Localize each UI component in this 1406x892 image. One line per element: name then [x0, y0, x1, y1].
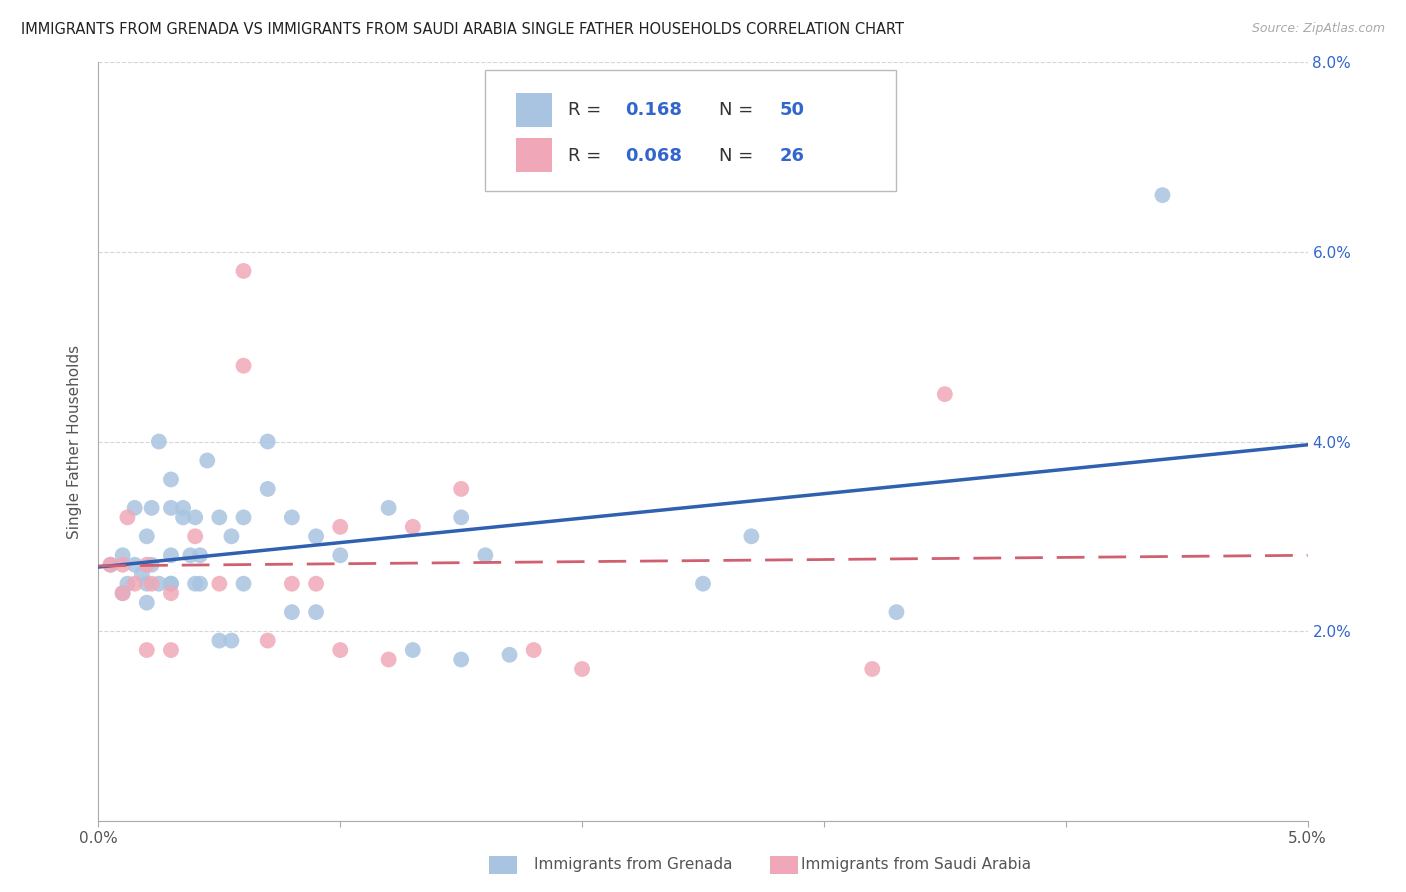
- Text: R =: R =: [568, 146, 606, 165]
- Point: [148, 576, 170, 591]
- Point: [221, 529, 243, 543]
- Point: [498, 648, 520, 662]
- Point: [141, 500, 163, 515]
- Point: [141, 576, 163, 591]
- Bar: [770, 856, 799, 874]
- Point: [135, 643, 157, 657]
- Point: [692, 576, 714, 591]
- Point: [329, 548, 352, 563]
- Point: [111, 558, 134, 572]
- Point: [111, 586, 134, 600]
- Text: N =: N =: [718, 101, 759, 120]
- Point: [1152, 188, 1174, 202]
- Point: [377, 652, 399, 666]
- Point: [111, 548, 134, 563]
- Point: [117, 576, 139, 591]
- Point: [305, 576, 328, 591]
- Point: [184, 510, 207, 524]
- Bar: [516, 138, 551, 172]
- Point: [135, 596, 157, 610]
- Point: [402, 643, 425, 657]
- Point: [329, 643, 352, 657]
- Point: [172, 500, 194, 515]
- Point: [124, 576, 146, 591]
- Point: [141, 558, 163, 572]
- Point: [160, 548, 183, 563]
- Y-axis label: Single Father Households: Single Father Households: [67, 344, 83, 539]
- Text: Immigrants from Grenada: Immigrants from Grenada: [534, 857, 733, 872]
- Text: 0.068: 0.068: [626, 146, 683, 165]
- Point: [135, 558, 157, 572]
- Text: 50: 50: [779, 101, 804, 120]
- Point: [160, 586, 183, 600]
- Point: [450, 482, 472, 496]
- Point: [135, 576, 157, 591]
- Point: [305, 605, 328, 619]
- Point: [934, 387, 956, 401]
- Text: IMMIGRANTS FROM GRENADA VS IMMIGRANTS FROM SAUDI ARABIA SINGLE FATHER HOUSEHOLDS: IMMIGRANTS FROM GRENADA VS IMMIGRANTS FR…: [21, 22, 904, 37]
- Point: [886, 605, 908, 619]
- Text: 0.168: 0.168: [626, 101, 683, 120]
- Point: [256, 482, 278, 496]
- Bar: [516, 93, 551, 127]
- Point: [117, 510, 139, 524]
- Point: [740, 529, 762, 543]
- Point: [450, 510, 472, 524]
- Point: [124, 500, 146, 515]
- Point: [232, 510, 254, 524]
- Text: N =: N =: [718, 146, 759, 165]
- Point: [232, 576, 254, 591]
- Point: [111, 586, 134, 600]
- Point: [860, 662, 883, 676]
- Point: [208, 576, 231, 591]
- Point: [232, 264, 254, 278]
- Point: [131, 567, 153, 582]
- Point: [160, 473, 183, 487]
- Point: [208, 633, 231, 648]
- Bar: [489, 856, 517, 874]
- Point: [450, 652, 472, 666]
- Point: [160, 500, 183, 515]
- Point: [281, 576, 304, 591]
- Point: [195, 453, 218, 467]
- Text: 26: 26: [779, 146, 804, 165]
- Point: [184, 529, 207, 543]
- Point: [208, 510, 231, 524]
- Point: [281, 605, 304, 619]
- Point: [523, 643, 546, 657]
- Point: [402, 520, 425, 534]
- Text: Source: ZipAtlas.com: Source: ZipAtlas.com: [1251, 22, 1385, 36]
- Point: [474, 548, 496, 563]
- Point: [188, 576, 211, 591]
- Point: [256, 633, 278, 648]
- Point: [160, 643, 183, 657]
- Point: [571, 662, 593, 676]
- Text: R =: R =: [568, 101, 606, 120]
- Point: [100, 558, 122, 572]
- Text: Immigrants from Saudi Arabia: Immigrants from Saudi Arabia: [801, 857, 1032, 872]
- Point: [160, 576, 183, 591]
- Point: [100, 558, 122, 572]
- Point: [377, 500, 399, 515]
- Point: [329, 520, 352, 534]
- FancyBboxPatch shape: [485, 70, 897, 191]
- Point: [281, 510, 304, 524]
- Point: [124, 558, 146, 572]
- Point: [305, 529, 328, 543]
- Point: [184, 576, 207, 591]
- Point: [256, 434, 278, 449]
- Point: [221, 633, 243, 648]
- Point: [232, 359, 254, 373]
- Point: [179, 548, 201, 563]
- Point: [188, 548, 211, 563]
- Point: [160, 576, 183, 591]
- Point: [172, 510, 194, 524]
- Point: [148, 434, 170, 449]
- Point: [135, 529, 157, 543]
